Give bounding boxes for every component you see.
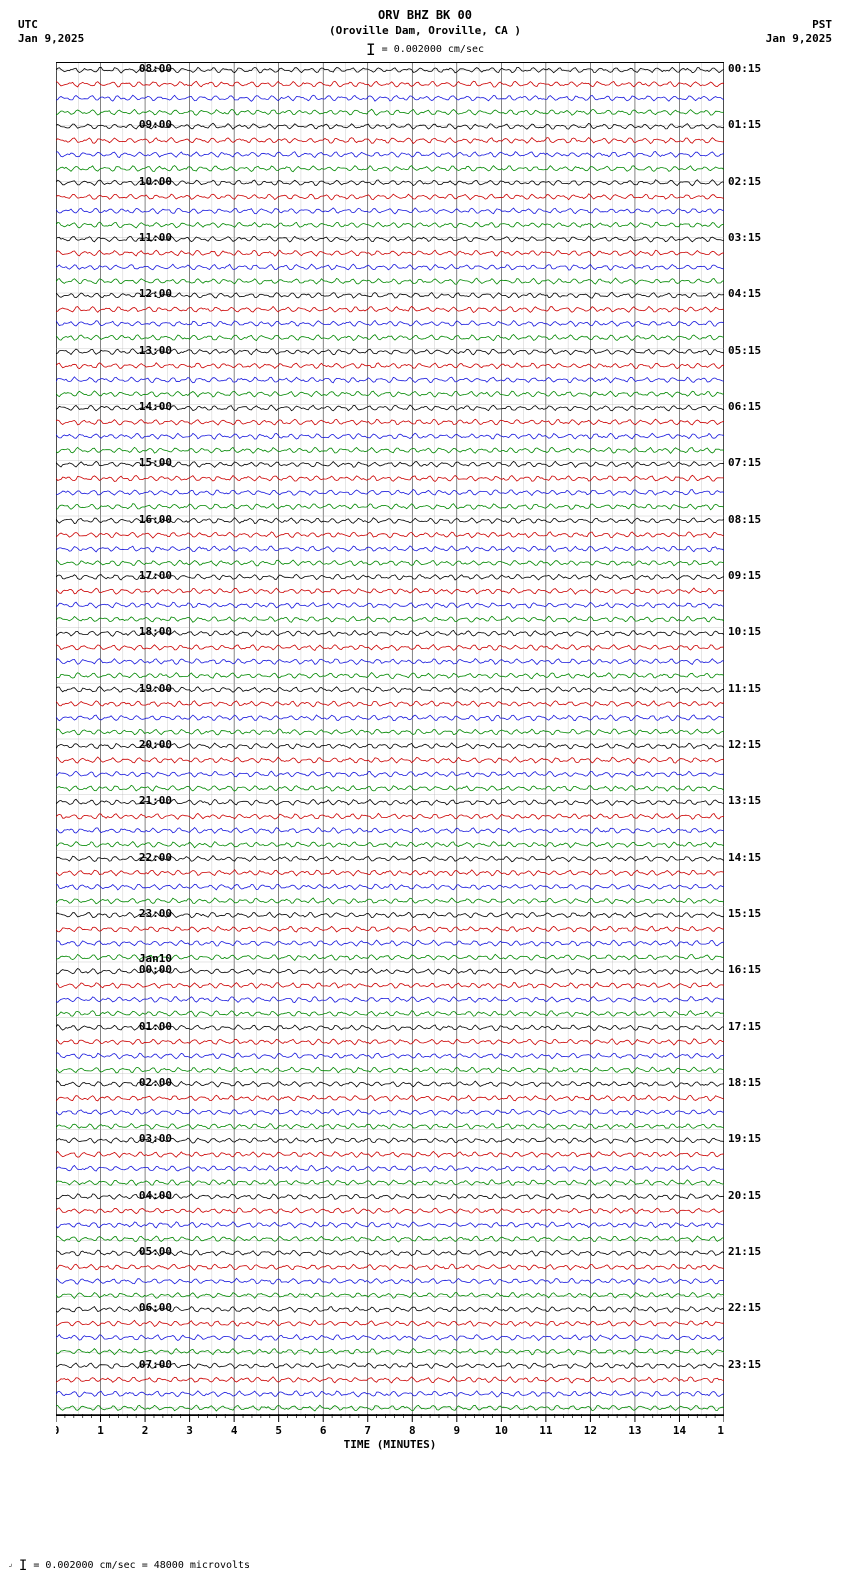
svg-text:4: 4 [231,1424,238,1437]
left-time-label: 21:00 [52,794,172,807]
left-time-label: 10:00 [52,175,172,188]
left-time-label: 02:00 [52,1076,172,1089]
tz-left-date: Jan 9,2025 [18,32,84,46]
right-time-label: 05:15 [728,344,848,357]
right-time-label: 07:15 [728,456,848,469]
x-axis-label: TIME (MINUTES) [56,1438,724,1451]
svg-text:14: 14 [673,1424,687,1437]
right-time-label: 02:15 [728,175,848,188]
header-subtitle: (Oroville Dam, Oroville, CA ) [0,24,850,38]
right-time-label: 19:15 [728,1132,848,1145]
right-time-label: 06:15 [728,400,848,413]
left-time-label: 01:00 [52,1020,172,1033]
svg-text:3: 3 [186,1424,193,1437]
header-scale-text: = 0.002000 cm/sec [382,44,484,55]
right-time-label: 17:15 [728,1020,848,1033]
right-time-label: 22:15 [728,1301,848,1314]
left-time-label: 05:00 [52,1245,172,1258]
right-time-label: 00:15 [728,62,848,75]
left-time-label: 07:00 [52,1358,172,1371]
left-time-label: 15:00 [52,456,172,469]
left-time-label: 23:00 [52,907,172,920]
left-time-label: 00:00 [52,963,172,976]
tz-right-block: PST Jan 9,2025 [766,18,832,46]
left-time-label: 22:00 [52,851,172,864]
svg-text:10: 10 [495,1424,508,1437]
right-time-label: 10:15 [728,625,848,638]
svg-text:2: 2 [142,1424,149,1437]
x-axis: 0123456789101112131415 TIME (MINUTES) [56,1414,724,1454]
right-time-label: 20:15 [728,1189,848,1202]
svg-text:8: 8 [409,1424,416,1437]
svg-text:9: 9 [453,1424,460,1437]
right-time-label: 01:15 [728,118,848,131]
left-time-label: 09:00 [52,118,172,131]
left-time-label: 14:00 [52,400,172,413]
left-time-label: 06:00 [52,1301,172,1314]
tz-left-name: UTC [18,18,84,32]
right-time-label: 13:15 [728,794,848,807]
header-title: ORV BHZ BK 00 [0,8,850,24]
footer-tick-icon: ⌟ [8,1559,13,1568]
seismogram-container: UTC Jan 9,2025 PST Jan 9,2025 ORV BHZ BK… [0,0,850,1584]
x-axis-ticks: 0123456789101112131415 [56,1414,724,1438]
left-time-label: 03:00 [52,1132,172,1145]
svg-text:11: 11 [539,1424,553,1437]
right-time-label: 23:15 [728,1358,848,1371]
right-time-label: 16:15 [728,963,848,976]
svg-text:7: 7 [364,1424,371,1437]
tz-right-name: PST [766,18,832,32]
svg-text:5: 5 [275,1424,282,1437]
right-time-label: 14:15 [728,851,848,864]
right-time-label: 15:15 [728,907,848,920]
left-time-label: 08:00 [52,62,172,75]
footer: ⌟ I = 0.002000 cm/sec = 48000 microvolts [8,1558,250,1574]
left-time-label: 11:00 [52,231,172,244]
footer-bar-icon: I [19,1558,27,1574]
svg-text:1: 1 [97,1424,104,1437]
left-time-label: 13:00 [52,344,172,357]
svg-text:13: 13 [628,1424,641,1437]
tz-right-date: Jan 9,2025 [766,32,832,46]
left-time-label: 18:00 [52,625,172,638]
right-time-label: 04:15 [728,287,848,300]
svg-text:15: 15 [717,1424,724,1437]
left-time-label: 12:00 [52,287,172,300]
left-time-label: 04:00 [52,1189,172,1202]
scale-bar-icon: I [366,40,376,59]
right-time-label: 18:15 [728,1076,848,1089]
right-time-label: 21:15 [728,1245,848,1258]
svg-text:0: 0 [56,1424,59,1437]
left-time-label: 19:00 [52,682,172,695]
left-time-label: 17:00 [52,569,172,582]
right-time-label: 08:15 [728,513,848,526]
left-time-label: 16:00 [52,513,172,526]
footer-text: = 0.002000 cm/sec = 48000 microvolts [33,1560,250,1571]
right-time-label: 09:15 [728,569,848,582]
svg-text:12: 12 [584,1424,597,1437]
svg-text:6: 6 [320,1424,327,1437]
right-time-label: 12:15 [728,738,848,751]
tz-left-block: UTC Jan 9,2025 [18,18,84,46]
right-time-label: 11:15 [728,682,848,695]
header: ORV BHZ BK 00 (Oroville Dam, Oroville, C… [0,0,850,61]
header-scale: I = 0.002000 cm/sec [0,40,850,61]
right-time-label: 03:15 [728,231,848,244]
left-time-label: 20:00 [52,738,172,751]
